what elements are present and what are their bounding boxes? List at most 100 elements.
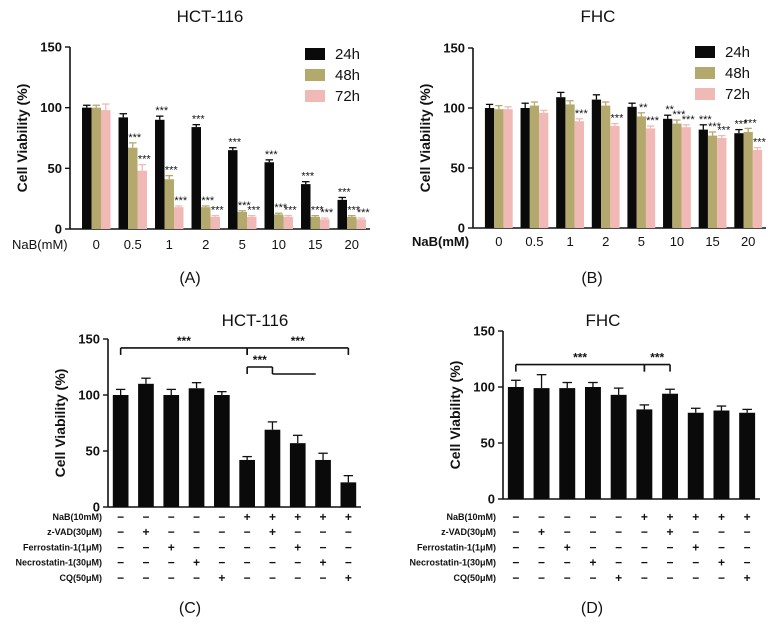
treatment-sign-ferrostatin-1-1-m-10: −	[744, 540, 751, 554]
significance-72h-1: ***	[174, 195, 188, 207]
bar-48h-2	[201, 207, 211, 229]
legend-label-24h: 24h	[725, 44, 750, 61]
bar-2	[138, 383, 154, 507]
treatment-sign-ferrostatin-1-1-m-9: −	[718, 540, 725, 554]
x-tick-label-20: 20	[345, 237, 359, 252]
bar-3	[163, 395, 180, 507]
treatment-sign-necrostatin-1-30-m-10: −	[345, 556, 352, 570]
bar-48h-20	[743, 132, 753, 228]
significance-72h-10: ***	[284, 205, 298, 217]
treatment-sign-ferrostatin-1-1-m-1: −	[117, 540, 124, 554]
significance-72h-5: ***	[646, 115, 660, 127]
x-tick-label-0: 0	[93, 237, 100, 252]
x-tick-label-0-5: 0.5	[124, 237, 142, 252]
legend-swatch-72h	[305, 90, 325, 102]
treatment-sign-z-vad-30-m-3: −	[564, 525, 571, 539]
treatment-sign-necrostatin-1-30-m-9: +	[718, 556, 725, 570]
treatment-sign-necrostatin-1-30-m-4: +	[193, 556, 200, 570]
treatment-sign-necrostatin-1-30-m-2: −	[142, 556, 149, 570]
treatment-sign-z-vad-30-m-2: +	[538, 525, 545, 539]
significance-72h-2: ***	[211, 205, 225, 217]
treatment-label-nab-10mm: NaB(10mM)	[52, 512, 102, 522]
x-axis-label: NaB(mM)	[12, 237, 68, 252]
y-tick-label-150: 150	[473, 324, 495, 339]
treatment-sign-nab-10mm-1: −	[117, 510, 124, 524]
significance-label-2: ***	[291, 334, 305, 348]
treatment-label-necrostatin-1-30-m: Necrostatin-1(30μM)	[409, 558, 496, 568]
significance-48h-10: ***	[673, 109, 687, 121]
panel-label-b: (B)	[581, 270, 602, 287]
x-tick-label-15: 15	[308, 237, 322, 252]
bar-8	[687, 412, 704, 499]
bar-48h-10	[672, 123, 682, 228]
bar-48h-5	[636, 116, 646, 228]
treatment-sign-ferrostatin-1-1-m-6: −	[244, 540, 251, 554]
bar-24h-0-5	[520, 108, 530, 228]
legend-label-24h: 24h	[335, 46, 360, 63]
significance-48h-5: **	[639, 102, 648, 114]
treatment-sign-z-vad-30-m-8: −	[294, 525, 301, 539]
bar-72h-2	[610, 126, 620, 228]
treatment-sign-nab-10mm-5: −	[615, 510, 622, 524]
significance-24h-20: ***	[735, 119, 749, 131]
x-tick-label-0: 0	[495, 234, 502, 249]
treatment-sign-necrostatin-1-30-m-4: +	[589, 556, 596, 570]
treatment-sign-nab-10mm-9: +	[718, 510, 725, 524]
treatment-sign-cq-50-m-7: −	[269, 571, 276, 585]
bar-6	[636, 409, 653, 499]
x-tick-label-20: 20	[741, 234, 755, 249]
bar-72h-5	[645, 128, 656, 228]
treatment-sign-z-vad-30-m-5: −	[615, 525, 622, 539]
chart-title: FHC	[586, 311, 621, 330]
legend-swatch-48h	[695, 67, 715, 79]
treatment-sign-cq-50-m-9: −	[320, 571, 327, 585]
significance-72h-20: ***	[357, 207, 371, 219]
bar-7	[264, 429, 281, 507]
bar-72h-0-5	[539, 112, 549, 228]
treatment-sign-nab-10mm-4: −	[193, 510, 200, 524]
significance-48h-20: ***	[347, 205, 361, 217]
treatment-sign-cq-50-m-6: −	[244, 571, 251, 585]
significance-48h-15: ***	[708, 121, 722, 133]
bar-24h-15	[698, 129, 708, 228]
x-tick-label-0-5: 0.5	[525, 234, 543, 249]
treatment-sign-nab-10mm-7: +	[269, 510, 276, 524]
significance-48h-0-5: ***	[128, 132, 142, 144]
significance-48h-10: ***	[274, 202, 288, 214]
y-tick-label-50: 50	[451, 161, 465, 176]
bar-5	[610, 394, 627, 499]
treatment-sign-necrostatin-1-30-m-3: −	[168, 556, 175, 570]
significance-label-1: ***	[177, 334, 191, 348]
bar-48h-0	[91, 107, 101, 229]
legend-swatch-48h	[305, 69, 325, 81]
y-tick-label-0: 0	[458, 221, 465, 236]
bar-72h-10	[283, 216, 293, 229]
panel-c-hct116-inhibitors: 0 50 100 150 Cell Viability (%) HCT-116 (C) NaB…	[15, 311, 361, 617]
bar-24h-2	[191, 127, 202, 229]
treatment-sign-nab-10mm-6: +	[641, 510, 648, 524]
bar-7	[662, 393, 679, 499]
y-axis-label: Cell Viability (%)	[52, 369, 68, 478]
treatment-sign-z-vad-30-m-6: −	[641, 525, 648, 539]
treatment-sign-z-vad-30-m-8: −	[692, 525, 699, 539]
significance-24h-15: ***	[301, 171, 315, 183]
x-tick-label-2: 2	[602, 234, 609, 249]
treatment-sign-ferrostatin-1-1-m-2: −	[538, 540, 545, 554]
treatment-sign-z-vad-30-m-9: −	[320, 525, 327, 539]
treatment-label-necrostatin-1-30-m: Necrostatin-1(30μM)	[15, 558, 102, 568]
x-axis-label: NaB(mM)	[412, 234, 469, 249]
significance-72h-0-5: ***	[138, 154, 152, 166]
treatment-sign-z-vad-30-m-7: +	[667, 525, 674, 539]
panel-b-fhc-dose: 0 50 100 150 Cell Viability (%) FHC (B) 0 0.5 1 **…	[412, 7, 767, 287]
bar-72h-0	[503, 109, 513, 228]
bar-48h-20	[347, 216, 357, 229]
treatment-sign-nab-10mm-5: −	[218, 510, 225, 524]
treatment-sign-cq-50-m-4: −	[589, 571, 596, 585]
bar-72h-15	[319, 219, 330, 229]
bar-24h-0-5	[118, 117, 129, 229]
bar-72h-5	[246, 216, 257, 229]
treatment-sign-cq-50-m-10: +	[744, 571, 751, 585]
treatment-sign-ferrostatin-1-1-m-4: −	[589, 540, 596, 554]
treatment-sign-ferrostatin-1-1-m-2: −	[142, 540, 149, 554]
